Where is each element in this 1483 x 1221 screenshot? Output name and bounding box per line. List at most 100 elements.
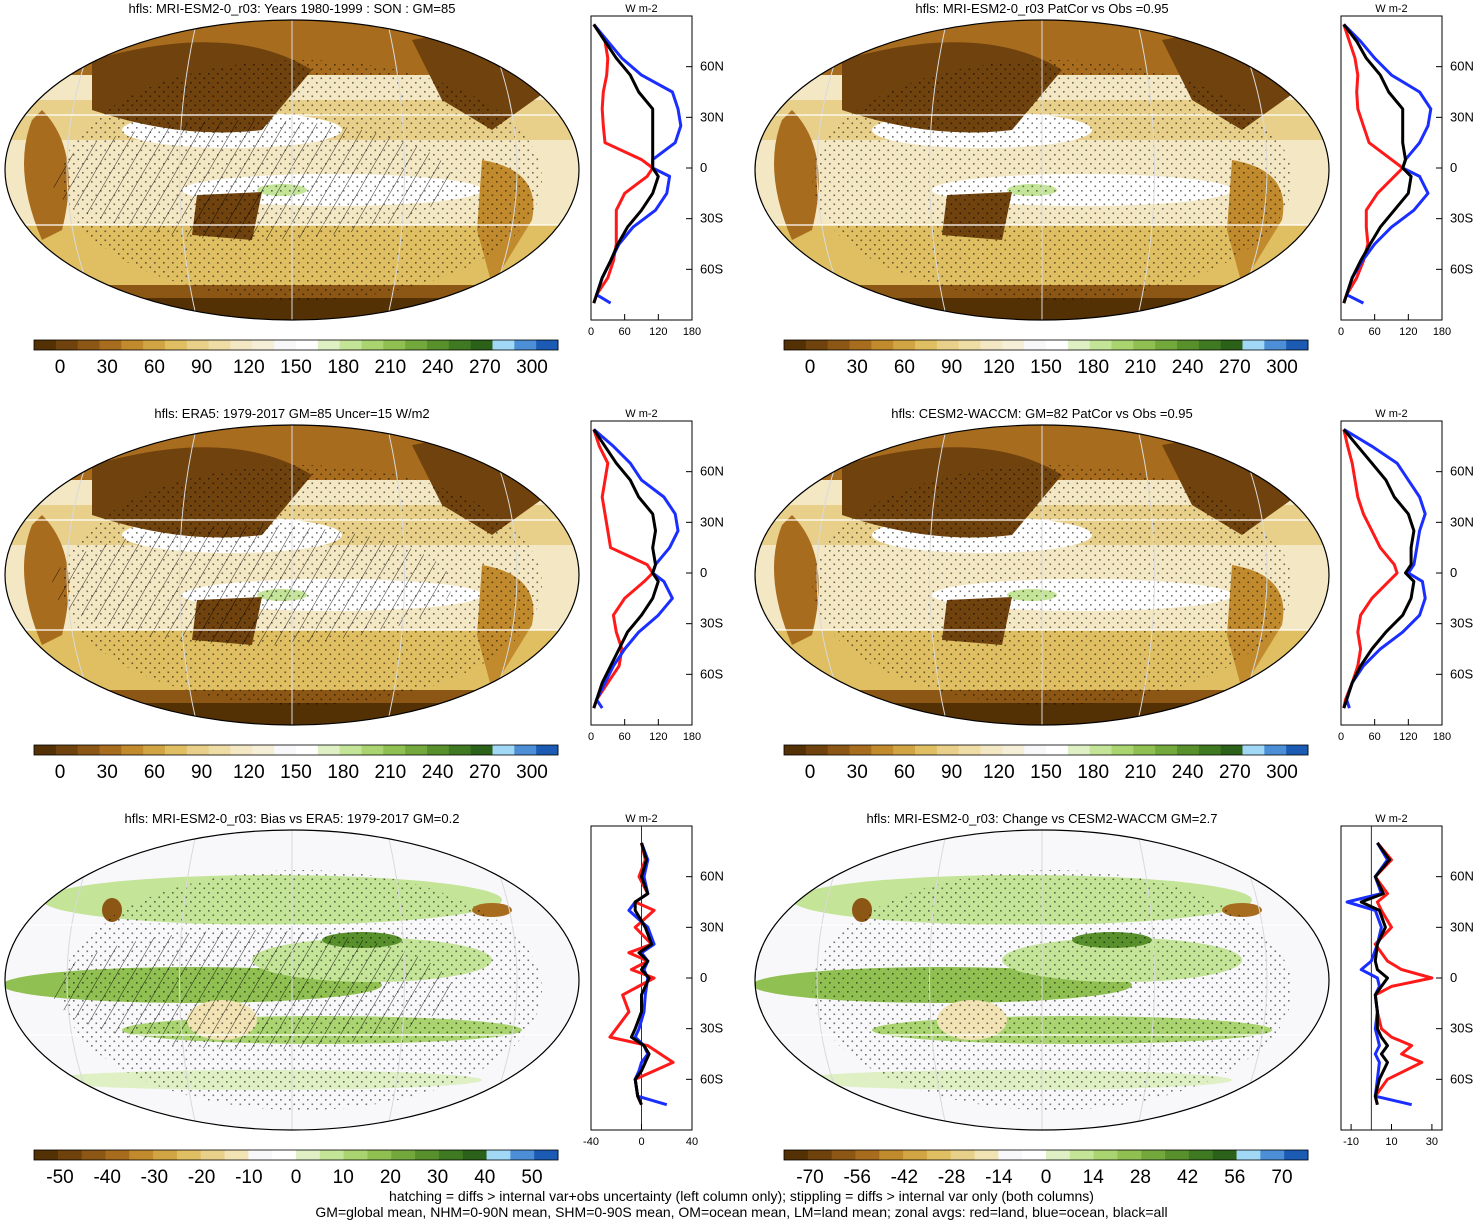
colorbar-swatch	[805, 745, 829, 755]
units-label: W m-2	[1375, 408, 1407, 420]
colorbar-swatch	[1212, 1150, 1238, 1160]
series-line-land	[1373, 841, 1434, 1106]
colorbar-tick-label: 60	[144, 357, 165, 378]
colorbar-tick-label: 30	[97, 762, 118, 783]
colorbar: -70 -56 -42 -28 -14 0 14 28 42 56 70	[783, 1149, 1309, 1188]
panel-title: hfls: CESM2-WACCM: GM=82 PatCor vs Obs =…	[891, 406, 1193, 421]
colorbar-swatch	[272, 1150, 297, 1160]
zonal-plot-1: W m-2 60N 30N 0 30S 60S 0 60 120 180	[588, 3, 724, 338]
colorbar-swatch	[1024, 745, 1047, 755]
map-panel-2: hfls: MRI-ESM2-0_r03 PatCor vs Obs =0.95…	[754, 1, 1330, 378]
colorbar-tick-label: 60	[144, 762, 165, 783]
colorbar-swatch	[470, 340, 493, 350]
colorbar-swatch	[81, 1150, 106, 1160]
y-tick-label: 0	[700, 970, 707, 985]
series-line-all	[629, 842, 654, 1106]
map-field	[5, 20, 579, 320]
colorbar-swatch	[536, 745, 559, 755]
colorbar-tick-label: 270	[469, 762, 501, 783]
colorbar-swatch	[1198, 745, 1222, 755]
colorbar-tick-label: 30	[97, 357, 118, 378]
colorbar-swatch	[827, 340, 850, 350]
map-field	[5, 425, 579, 725]
y-tick-label: 60N	[1450, 869, 1474, 884]
series-line-all	[1342, 23, 1413, 304]
x-tick-label: 10	[1385, 1136, 1397, 1148]
colorbar-tick-label: 40	[474, 1167, 495, 1188]
colorbar-swatch	[1242, 340, 1265, 350]
units-label: W m-2	[1375, 813, 1407, 825]
x-tick-label: 60	[619, 731, 631, 743]
colorbar: 0 30 60 90 120 150 180 210 240 270 300	[33, 744, 559, 783]
colorbar-swatch	[99, 745, 122, 755]
series-line-all	[592, 428, 660, 709]
colorbar-swatch	[252, 340, 275, 350]
colorbar-tick-label: 90	[941, 357, 962, 378]
colorbar-swatch	[1002, 745, 1025, 755]
colorbar-swatch	[1089, 340, 1112, 350]
colorbar-swatch	[176, 1150, 202, 1160]
colorbar-swatch	[1111, 745, 1134, 755]
colorbar-swatch	[200, 1150, 226, 1160]
colorbar-swatch	[958, 745, 981, 755]
y-tick-label: 0	[700, 160, 707, 175]
colorbar-swatch	[974, 1150, 999, 1160]
colorbar-swatch	[1188, 1150, 1214, 1160]
colorbar-swatch	[536, 340, 559, 350]
colorbar-swatch	[77, 340, 100, 350]
y-tick-label: 60S	[1450, 1071, 1473, 1086]
colorbar-swatch	[462, 1150, 488, 1160]
panel-title: hfls: MRI-ESM2-0_r03: Change vs CESM2-WA…	[867, 811, 1218, 826]
colorbar-swatch	[448, 745, 472, 755]
colorbar-tick-label: 60	[894, 357, 915, 378]
colorbar-tick-label: 120	[233, 357, 265, 378]
x-tick-label: 0	[638, 1136, 644, 1148]
colorbar-tick-label: 70	[1271, 1167, 1292, 1188]
y-tick-label: 30N	[1450, 109, 1474, 124]
colorbar-tick-label: 180	[1077, 762, 1109, 783]
panel-title: hfls: MRI-ESM2-0_r03: Years 1980-1999 : …	[129, 1, 456, 16]
colorbar-tick-label: 210	[375, 762, 407, 783]
map-panel-3: hfls: ERA5: 1979-2017 GM=85 Uncer=15 W/m…	[4, 406, 580, 783]
colorbar-swatch	[827, 745, 850, 755]
colorbar-swatch	[367, 1150, 392, 1160]
panel-title: hfls: MRI-ESM2-0_r03: Bias vs ERA5: 1979…	[125, 811, 460, 826]
map-border	[754, 19, 1330, 321]
y-tick-label: 60S	[700, 261, 723, 276]
footnote-2: GM=global mean, NHM=0-90N mean, SHM=0-90…	[315, 1204, 1168, 1220]
colorbar-swatch	[1284, 1150, 1309, 1160]
colorbar: -50 -40 -30 -20 -10 0 10 20 30 40 50	[33, 1149, 559, 1188]
colorbar-swatch	[165, 340, 188, 350]
colorbar-tick-label: 240	[1172, 762, 1204, 783]
y-tick-label: 30S	[1450, 211, 1473, 226]
series-line-ocean	[1343, 428, 1427, 709]
series-line-all	[1359, 842, 1391, 1106]
colorbar-swatch	[1236, 1150, 1261, 1160]
y-tick-label: 30N	[1450, 919, 1474, 934]
colorbar-tick-label: 0	[55, 357, 66, 378]
colorbar-swatch	[77, 745, 100, 755]
y-tick-label: 0	[700, 565, 707, 580]
colorbar-swatch	[121, 745, 144, 755]
colorbar-swatch	[57, 1150, 83, 1160]
colorbar-swatch	[361, 340, 384, 350]
colorbar-swatch	[296, 340, 319, 350]
x-tick-label: 40	[686, 1136, 698, 1148]
colorbar-swatch	[936, 745, 960, 755]
colorbar-tick-label: 90	[191, 357, 212, 378]
colorbar-swatch	[470, 745, 493, 755]
colorbar-tick-label: 90	[191, 762, 212, 783]
colorbar-swatch	[1220, 745, 1243, 755]
colorbar-tick-label: 50	[521, 1167, 542, 1188]
y-tick-label: 60S	[700, 1071, 723, 1086]
colorbar-swatch	[319, 1150, 345, 1160]
colorbar-swatch	[405, 745, 428, 755]
colorbar-swatch	[34, 1150, 59, 1160]
colorbar-swatch	[361, 745, 384, 755]
colorbar-swatch	[893, 340, 916, 350]
zonal-plot-4: W m-2 60N 30N 0 30S 60S 0 60 120 180	[1338, 408, 1474, 743]
colorbar-tick-label: 240	[1172, 357, 1204, 378]
colorbar-swatch	[1165, 1150, 1190, 1160]
units-label: W m-2	[625, 813, 657, 825]
